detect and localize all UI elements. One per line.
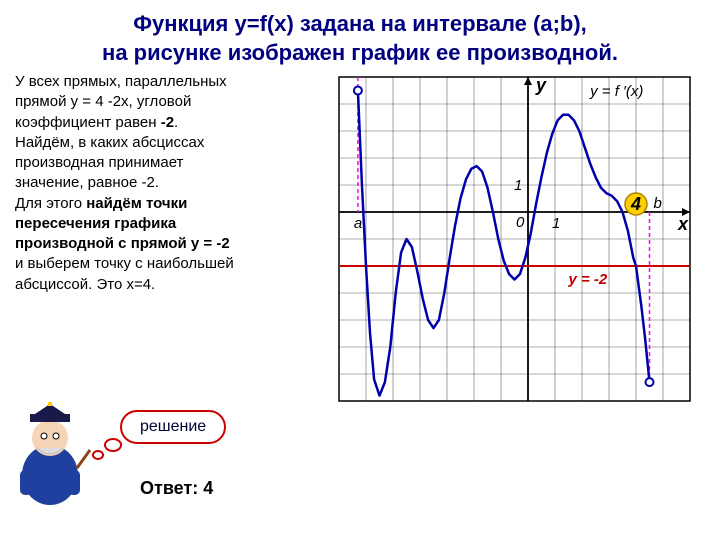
svg-text:0: 0: [516, 214, 525, 231]
svg-text:y = -2: y = -2: [568, 271, 608, 288]
exp-l8b: пересечения графика: [15, 215, 176, 232]
exp-l3b: -2: [161, 114, 174, 131]
solution-label: решение: [140, 418, 206, 435]
svg-text:1: 1: [514, 177, 522, 194]
bubble-tail-1: [104, 438, 122, 452]
exp-l6: значение, равное -2.: [15, 174, 159, 191]
answer-text: Ответ: 4: [140, 478, 213, 499]
svg-text:a: a: [354, 215, 362, 232]
answer-label: Ответ: 4: [140, 478, 213, 498]
svg-text:y: y: [535, 75, 547, 95]
derivative-chart: y x 0 1 1 a b y = f ′(x) y = -2 4: [323, 72, 703, 392]
svg-text:1: 1: [552, 215, 560, 232]
chart-svg: y x 0 1 1 a b y = f ′(x) y = -2 4: [323, 72, 703, 412]
exp-l3c: .: [174, 114, 178, 131]
exp-l7a: Для этого: [15, 195, 86, 212]
exp-l11: абсциссой. Это х=4.: [15, 276, 155, 293]
content-row: У всех прямых, параллельных прямой у = 4…: [0, 72, 720, 392]
professor-icon: [5, 400, 95, 510]
title: Функция y=f(x) задана на интервале (a;b)…: [0, 0, 720, 72]
exp-l2: прямой у = 4 -2x, угловой: [15, 93, 191, 110]
svg-text:b: b: [654, 195, 662, 212]
svg-text:4: 4: [630, 194, 641, 214]
exp-l7b: найдём точки: [86, 195, 187, 212]
title-line-2: на рисунке изображен график ее производн…: [102, 40, 618, 65]
exp-l5: производная принимает: [15, 154, 183, 171]
exp-l10: и выберем точку с наибольшей: [15, 255, 234, 272]
exp-l3a: коэффициент равен: [15, 114, 161, 131]
exp-l4: Найдём, в каких абсциссах: [15, 134, 204, 151]
solution-bubble: решение: [120, 410, 226, 444]
svg-text:y = f ′(x): y = f ′(x): [589, 83, 643, 100]
explanation-text: У всех прямых, параллельных прямой у = 4…: [15, 72, 323, 392]
exp-l9b: производной с прямой у = -2: [15, 235, 230, 252]
title-line-1: Функция y=f(x) задана на интервале (a;b)…: [133, 11, 587, 36]
svg-text:x: x: [677, 214, 689, 234]
exp-l1: У всех прямых, параллельных: [15, 73, 227, 90]
